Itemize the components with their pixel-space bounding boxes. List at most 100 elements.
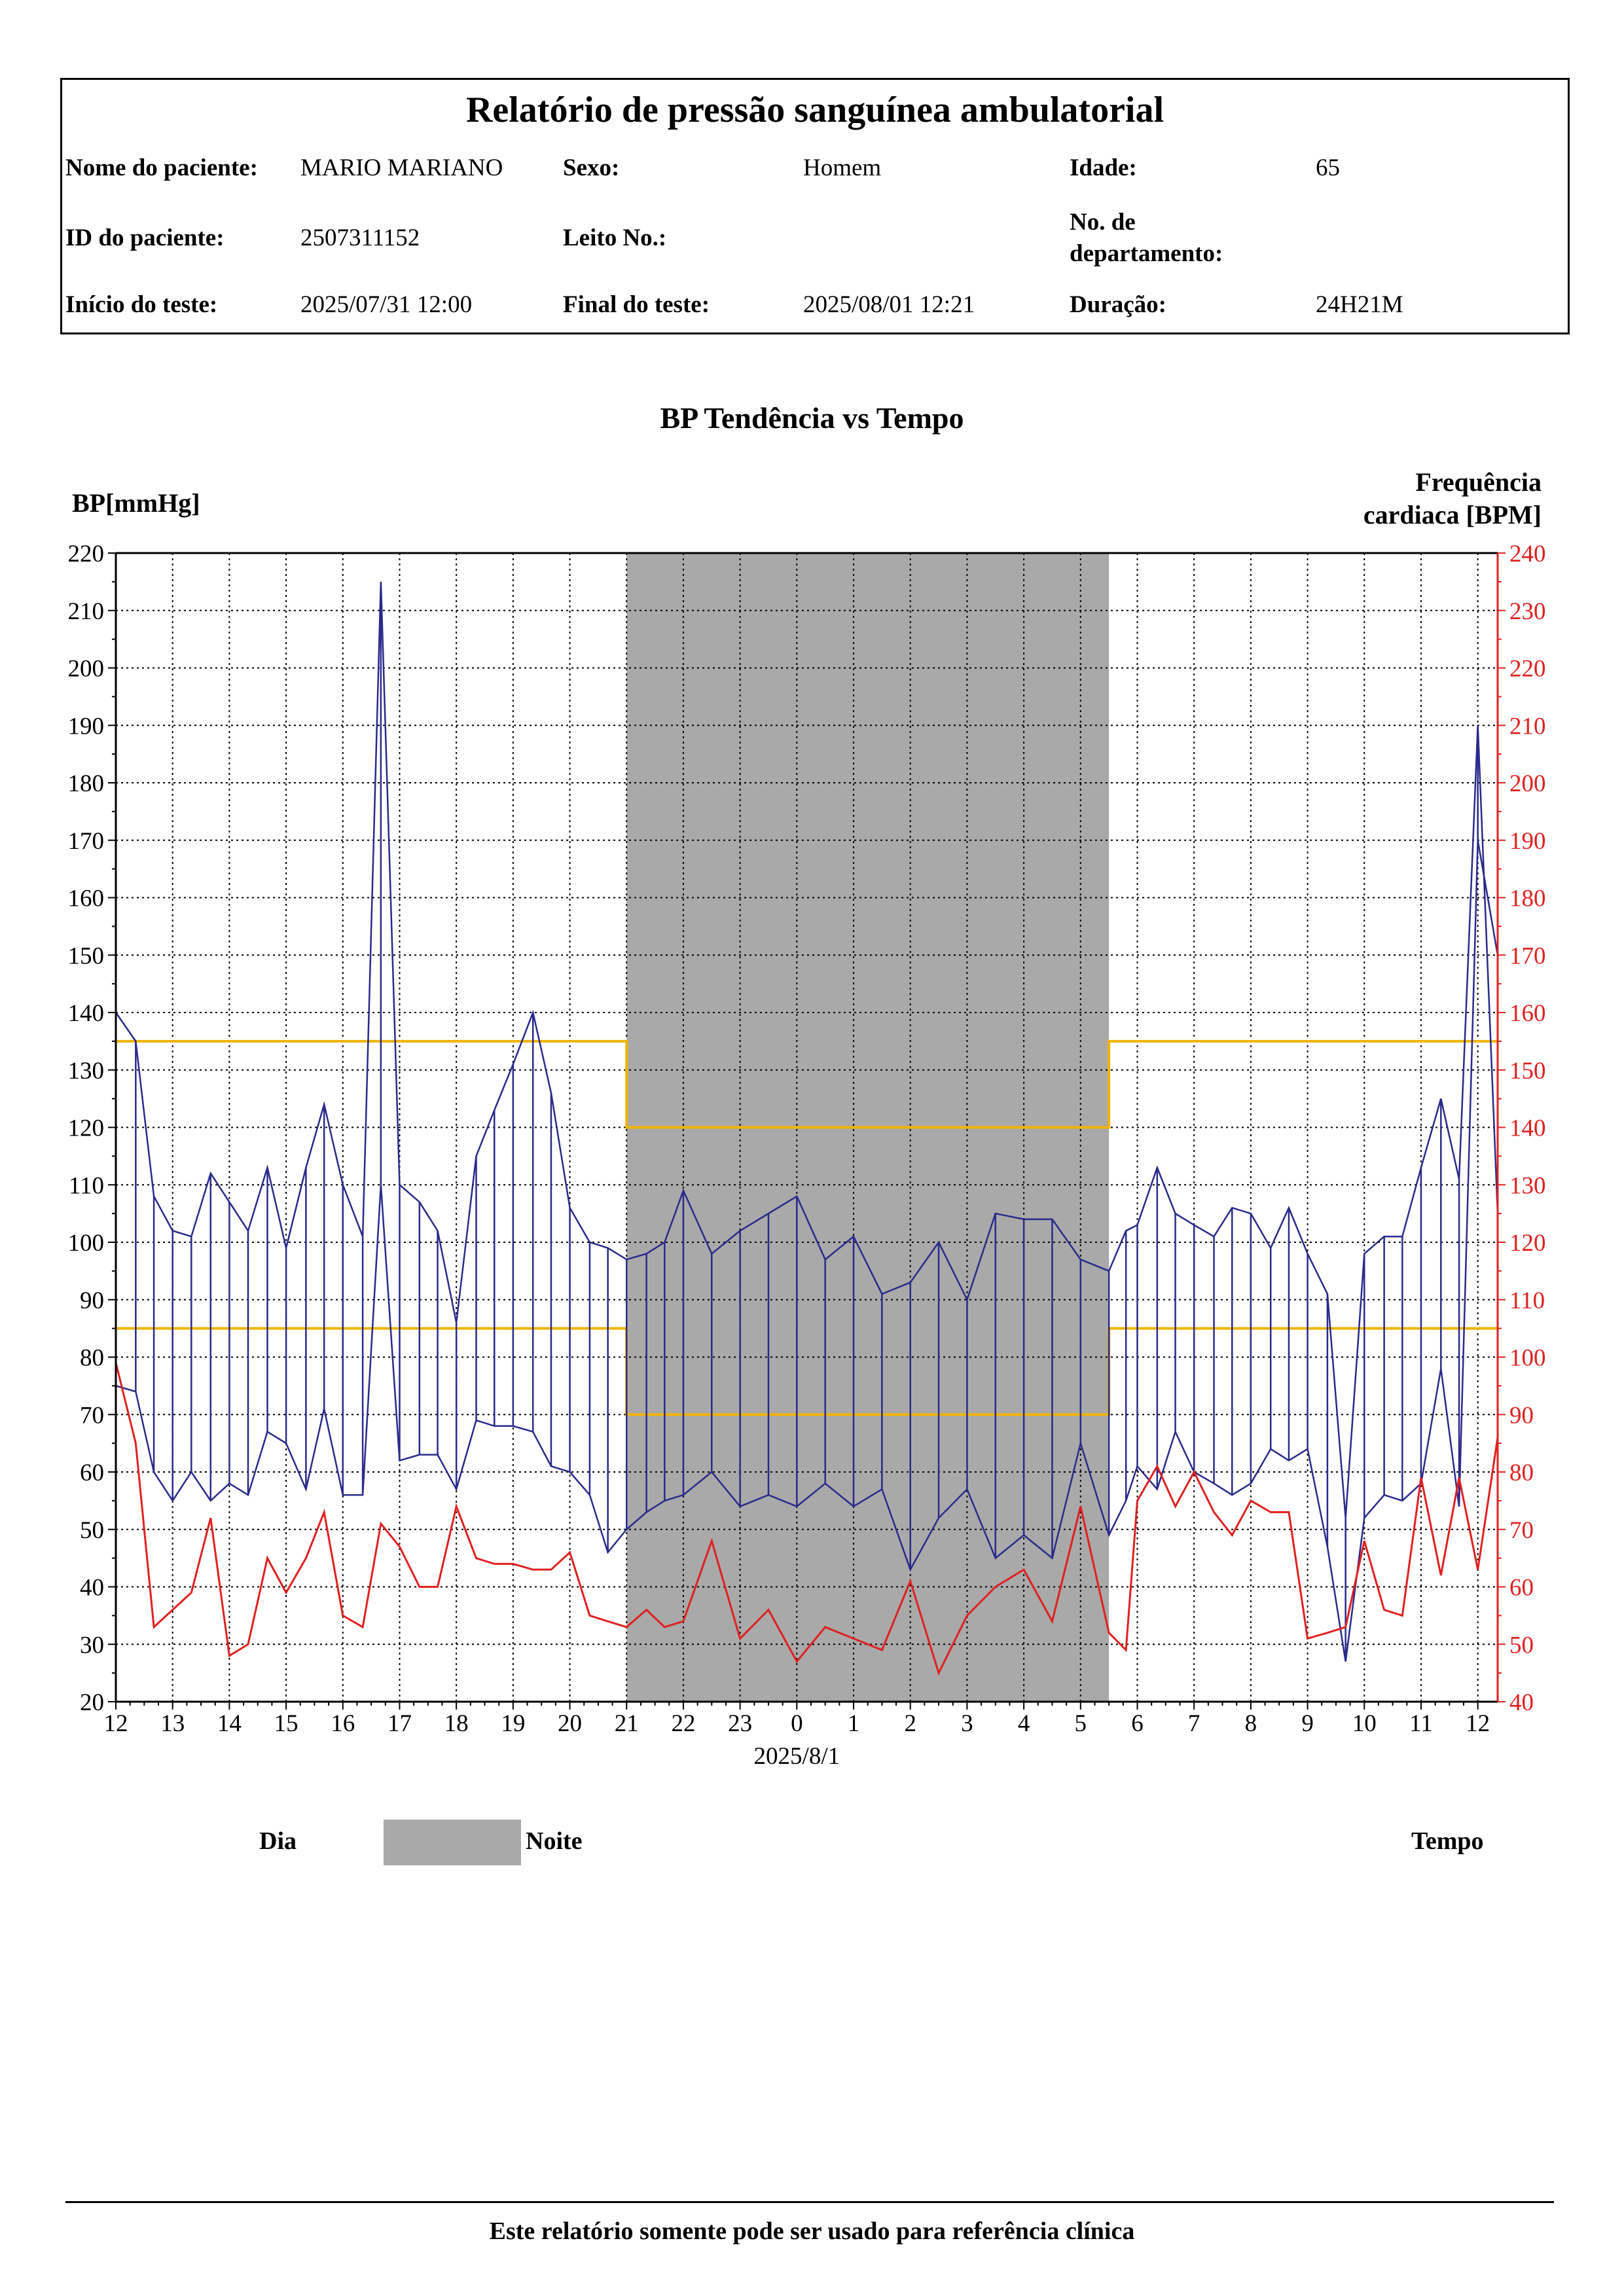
y-tick-label: 170 — [68, 828, 105, 855]
bed-label: Leito No.: — [563, 224, 667, 251]
y-axis-right-title-line2: cardiaca [BPM] — [1363, 500, 1542, 529]
x-tick-label: 4 — [1018, 1710, 1030, 1737]
y-tick-label: 60 — [80, 1460, 104, 1486]
department-label-line2: departamento: — [1070, 240, 1223, 267]
systolic-threshold-line — [116, 1039, 1498, 1129]
y-tick-label: 70 — [80, 1402, 104, 1429]
y-tick-label: 110 — [69, 1172, 104, 1199]
patient-info-box: Relatório de pressão sanguínea ambulator… — [60, 78, 1570, 334]
y-tick-label: 20 — [80, 1689, 104, 1716]
x-tick-label: 10 — [1352, 1710, 1377, 1737]
duration-label: Duração: — [1070, 291, 1166, 318]
x-tick-label: 8 — [1245, 1710, 1257, 1737]
x-tick-label: 20 — [558, 1710, 582, 1737]
y-right-tick-label: 240 — [1509, 541, 1546, 567]
x-tick-label: 3 — [961, 1710, 973, 1737]
y-tick-label: 90 — [80, 1287, 104, 1314]
y-tick-label: 100 — [68, 1230, 105, 1257]
y-right-tick-label: 150 — [1509, 1058, 1546, 1085]
x-axis-title: Tempo — [1411, 1827, 1484, 1855]
test-start-label: Início do teste: — [65, 291, 218, 318]
x-tick-label: 6 — [1131, 1710, 1144, 1737]
x-tick-label: 7 — [1188, 1710, 1200, 1737]
diastolic-threshold-line — [116, 1327, 1498, 1416]
x-tick-label: 22 — [671, 1710, 695, 1737]
legend-night-swatch — [384, 1820, 521, 1865]
y-tick-label: 50 — [80, 1517, 104, 1544]
patient-id-value: 2507311152 — [300, 224, 420, 251]
y-axis-left-title: BP[mmHg] — [72, 488, 200, 518]
test-end-value: 2025/08/01 12:21 — [803, 291, 975, 318]
test-end-label: Final do teste: — [563, 291, 710, 318]
x-tick-label: 17 — [388, 1710, 412, 1737]
y-tick-label: 30 — [80, 1632, 104, 1659]
y-tick-label: 80 — [80, 1345, 104, 1372]
y-tick-label: 180 — [68, 770, 105, 797]
y-right-tick-label: 210 — [1509, 713, 1546, 740]
y-tick-label: 160 — [68, 886, 105, 912]
y-right-tick-label: 100 — [1509, 1345, 1546, 1372]
x-tick-label: 23 — [728, 1710, 752, 1737]
x-tick-label: 2 — [904, 1710, 916, 1737]
y-right-tick-label: 180 — [1509, 886, 1546, 912]
y-right-tick-label: 80 — [1509, 1460, 1534, 1486]
x-tick-label: 21 — [615, 1710, 639, 1737]
x-tick-label: 16 — [331, 1710, 355, 1737]
y-right-tick-label: 90 — [1509, 1402, 1534, 1429]
legend-night-label: Noite — [526, 1827, 583, 1855]
department-label-line1: No. de — [1070, 209, 1136, 236]
x-tick-label: 19 — [501, 1710, 525, 1737]
y-right-tick-label: 60 — [1509, 1575, 1534, 1602]
y-tick-label: 40 — [80, 1575, 104, 1602]
chart-title: BP Tendência vs Tempo — [660, 401, 964, 435]
x-tick-label: 0 — [791, 1710, 803, 1737]
age-value: 65 — [1316, 154, 1340, 181]
y-tick-label: 150 — [68, 942, 105, 969]
footer-note: Este relatório somente pode ser usado pa… — [489, 2217, 1135, 2245]
footer-rule — [65, 2201, 1554, 2203]
x-tick-label: 1 — [848, 1710, 860, 1737]
y-tick-label: 210 — [68, 598, 105, 625]
bp-trend-chart: 2030405060708090100110120130140150160170… — [68, 467, 1546, 1770]
y-axis-right-title-line1: Frequência — [1415, 467, 1542, 497]
systolic-series-line — [115, 581, 1499, 1518]
x-tick-label: 14 — [217, 1710, 242, 1737]
age-label: Idade: — [1070, 154, 1137, 181]
x-tick-label: 18 — [444, 1710, 469, 1737]
y-right-tick-label: 50 — [1509, 1632, 1534, 1659]
heart-rate-series-line — [115, 1362, 1499, 1676]
y-right-tick-label: 70 — [1509, 1517, 1534, 1544]
y-tick-label: 120 — [68, 1115, 105, 1142]
date-label: 2025/8/1 — [754, 1743, 840, 1770]
patient-id-label: ID do paciente: — [65, 224, 225, 251]
report-title: Relatório de pressão sanguínea ambulator… — [465, 90, 1164, 130]
x-tick-label: 12 — [1466, 1710, 1490, 1737]
x-tick-label: 13 — [160, 1710, 185, 1737]
y-right-tick-label: 120 — [1509, 1230, 1546, 1257]
y-right-tick-label: 160 — [1509, 1000, 1546, 1027]
y-right-tick-label: 140 — [1509, 1115, 1546, 1142]
y-tick-label: 220 — [68, 541, 105, 567]
y-tick-label: 140 — [68, 1000, 105, 1027]
y-right-tick-label: 220 — [1509, 656, 1546, 683]
y-right-tick-label: 130 — [1509, 1172, 1546, 1199]
x-tick-label: 15 — [274, 1710, 298, 1737]
legend-day-label: Dia — [259, 1827, 297, 1855]
y-right-tick-label: 230 — [1509, 598, 1546, 625]
y-right-tick-label: 170 — [1509, 942, 1546, 969]
sex-value: Homem — [803, 154, 882, 181]
y-right-tick-label: 40 — [1509, 1689, 1534, 1716]
y-right-tick-label: 200 — [1509, 770, 1546, 797]
y-tick-label: 190 — [68, 713, 105, 740]
patient-name-value: MARIO MARIANO — [300, 154, 503, 181]
y-tick-label: 200 — [68, 656, 105, 683]
sex-label: Sexo: — [563, 154, 620, 181]
y-tick-label: 130 — [68, 1058, 105, 1085]
duration-value: 24H21M — [1316, 291, 1403, 318]
y-right-tick-label: 110 — [1509, 1287, 1545, 1314]
y-right-tick-label: 190 — [1509, 828, 1546, 855]
x-tick-label: 12 — [104, 1710, 128, 1737]
patient-name-label: Nome do paciente: — [65, 154, 258, 181]
x-tick-label: 9 — [1301, 1710, 1314, 1737]
x-tick-label: 11 — [1409, 1710, 1433, 1737]
